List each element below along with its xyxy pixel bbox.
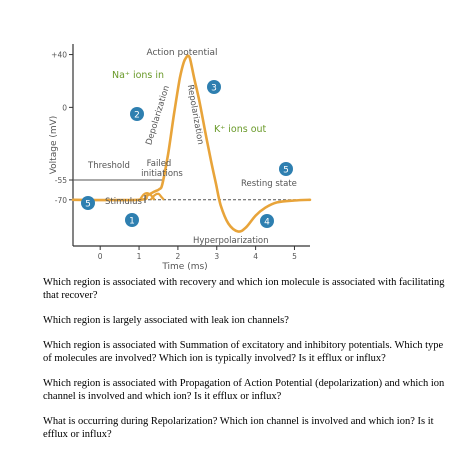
- region-marker-4: 4: [260, 214, 274, 228]
- x-tick-label: 5: [292, 252, 297, 261]
- region-marker-5: 5: [279, 162, 293, 176]
- action-potential-chart: +40 0 -55 -70 0 1 2 3 4 5 Time (ms) Voltage (mV)…: [49, 44, 312, 272]
- y-tick-label: -70: [55, 196, 67, 205]
- failed-initiation-bump-2: [149, 192, 165, 201]
- svg-text:5: 5: [85, 200, 91, 210]
- action-potential-curve: [71, 54, 312, 233]
- question-list: Which region is associated with recovery…: [43, 276, 453, 453]
- depolarization-label: Depolarization: [144, 84, 172, 146]
- y-ticks: +40 0 -55 -70: [51, 51, 73, 205]
- x-tick-label: 0: [98, 252, 103, 261]
- x-tick-label: 3: [214, 252, 219, 261]
- failed-initiations-label-1: Failed: [147, 159, 172, 169]
- svg-text:3: 3: [211, 84, 217, 94]
- region-marker-1: 1: [125, 213, 139, 227]
- x-axis-label: Time (ms): [161, 262, 207, 272]
- svg-text:2: 2: [134, 111, 140, 121]
- hyperpolarization-label: Hyperpolarization: [193, 236, 269, 246]
- x-ticks: 0 1 2 3 4 5: [98, 246, 297, 261]
- region-marker-5: 5: [81, 196, 95, 210]
- svg-text:5: 5: [283, 166, 289, 176]
- question-3: Which region is associated with Summatio…: [43, 340, 444, 364]
- region-markers: 1 2 3 4 5 5: [81, 80, 293, 228]
- threshold-label: Threshold: [87, 161, 130, 171]
- question-2: Which region is largely associated with …: [43, 315, 289, 326]
- action-potential-label: Action potential: [146, 48, 217, 58]
- question-5: What is occurring during Repolarization?…: [43, 416, 434, 440]
- region-marker-2: 2: [130, 107, 144, 121]
- y-tick-label: 0: [62, 103, 67, 112]
- x-tick-label: 1: [137, 252, 142, 261]
- question-1: Which region is associated with recovery…: [43, 277, 445, 301]
- resting-state-label: Resting state: [241, 179, 297, 189]
- question-4: Which region is associated with Propagat…: [43, 378, 445, 402]
- x-tick-label: 4: [253, 252, 258, 261]
- y-tick-label: -55: [55, 176, 67, 185]
- svg-text:4: 4: [264, 218, 270, 228]
- na-ions-label: Na⁺ ions in: [112, 70, 164, 81]
- k-ions-label: K⁺ ions out: [214, 124, 267, 135]
- svg-text:1: 1: [129, 217, 135, 227]
- region-marker-3: 3: [207, 80, 221, 94]
- stimulus-label: Stimulus: [105, 197, 143, 207]
- y-axis-label: Voltage (mV): [49, 116, 59, 175]
- failed-initiations-label-2: initiations: [141, 169, 183, 179]
- x-tick-label: 2: [176, 252, 181, 261]
- y-tick-label: +40: [51, 51, 67, 60]
